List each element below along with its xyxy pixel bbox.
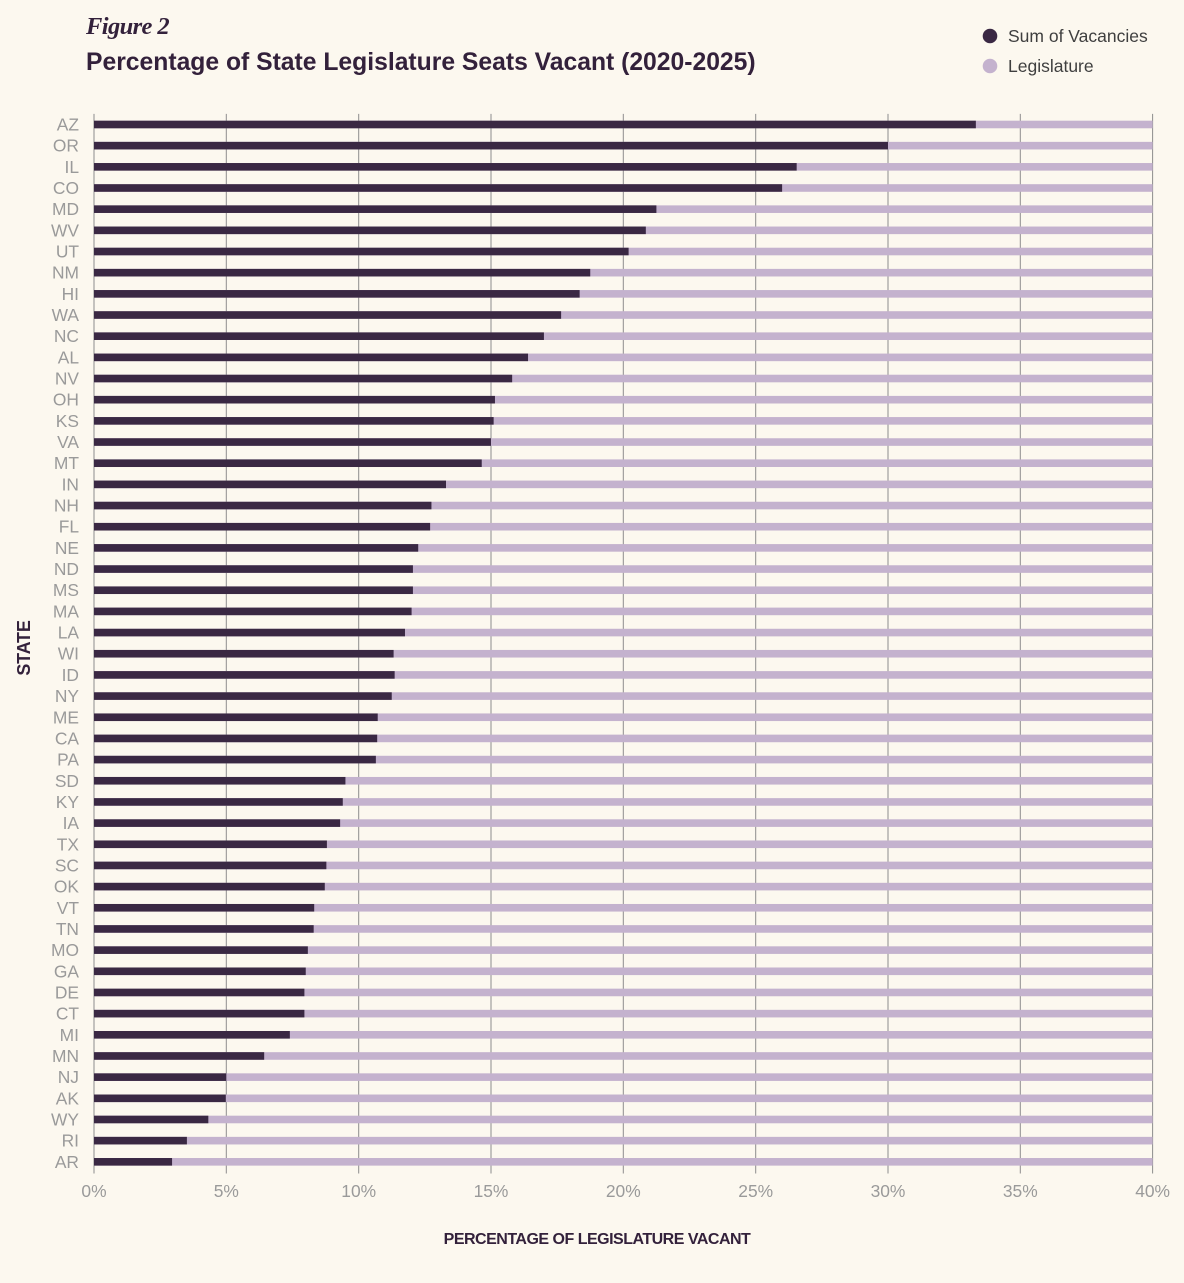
svg-text:AR: AR (55, 1152, 79, 1172)
svg-text:NM: NM (52, 263, 79, 283)
svg-text:MS: MS (53, 580, 79, 600)
svg-text:MD: MD (52, 199, 79, 219)
svg-text:Sum of Vacancies: Sum of Vacancies (1008, 26, 1148, 46)
svg-text:ID: ID (62, 665, 79, 685)
svg-text:10%: 10% (341, 1181, 376, 1201)
svg-text:PERCENTAGE OF LEGISLATURE VACA: PERCENTAGE OF LEGISLATURE VACANT (444, 1231, 751, 1248)
svg-text:WI: WI (58, 644, 79, 664)
svg-text:VA: VA (57, 432, 79, 452)
svg-text:AZ: AZ (57, 114, 80, 134)
svg-text:Legislature: Legislature (1008, 56, 1094, 76)
svg-text:HI: HI (62, 284, 79, 304)
svg-text:SD: SD (55, 771, 79, 791)
svg-text:TX: TX (57, 834, 80, 854)
svg-text:GA: GA (54, 961, 80, 981)
svg-text:MI: MI (60, 1025, 79, 1045)
svg-text:VT: VT (57, 898, 80, 918)
svg-text:5%: 5% (214, 1181, 239, 1201)
svg-text:DE: DE (55, 982, 79, 1002)
svg-text:AL: AL (58, 347, 80, 367)
svg-text:STATE: STATE (14, 620, 34, 676)
svg-text:NV: NV (55, 369, 80, 389)
svg-text:PA: PA (57, 750, 79, 770)
svg-text:WY: WY (51, 1109, 79, 1129)
svg-text:LA: LA (58, 623, 80, 643)
svg-text:AK: AK (56, 1088, 80, 1108)
svg-text:NE: NE (55, 538, 79, 558)
svg-text:Figure 2: Figure 2 (85, 13, 169, 40)
svg-text:IL: IL (64, 157, 79, 177)
svg-text:NY: NY (55, 686, 80, 706)
svg-text:30%: 30% (871, 1181, 906, 1201)
svg-text:MO: MO (51, 940, 79, 960)
svg-text:35%: 35% (1003, 1181, 1038, 1201)
svg-text:NC: NC (54, 326, 79, 346)
svg-text:0%: 0% (81, 1181, 106, 1201)
svg-text:ME: ME (53, 707, 79, 727)
svg-text:SC: SC (55, 855, 79, 875)
svg-text:FL: FL (59, 517, 80, 537)
svg-text:NJ: NJ (58, 1067, 79, 1087)
svg-text:OK: OK (54, 877, 80, 897)
svg-text:40%: 40% (1135, 1181, 1170, 1201)
svg-text:25%: 25% (738, 1181, 773, 1201)
svg-text:UT: UT (56, 242, 80, 262)
svg-text:KY: KY (56, 792, 80, 812)
svg-text:ND: ND (54, 559, 79, 579)
svg-text:IN: IN (62, 474, 79, 494)
svg-text:MT: MT (54, 453, 79, 473)
svg-text:CA: CA (55, 728, 80, 748)
svg-text:KS: KS (56, 411, 79, 431)
svg-text:MN: MN (52, 1046, 79, 1066)
svg-text:Percentage of State Legislatur: Percentage of State Legislature Seats Va… (86, 49, 756, 76)
svg-text:CT: CT (56, 1004, 80, 1024)
svg-text:CO: CO (53, 178, 79, 198)
svg-text:TN: TN (56, 919, 79, 939)
svg-text:20%: 20% (606, 1181, 641, 1201)
svg-text:OR: OR (53, 136, 79, 156)
svg-text:WA: WA (52, 305, 80, 325)
svg-text:15%: 15% (474, 1181, 509, 1201)
svg-text:NH: NH (54, 496, 79, 516)
svg-text:RI: RI (62, 1131, 79, 1151)
svg-text:IA: IA (63, 813, 80, 833)
svg-text:OH: OH (53, 390, 79, 410)
svg-text:WV: WV (51, 220, 79, 240)
svg-text:MA: MA (53, 601, 79, 621)
